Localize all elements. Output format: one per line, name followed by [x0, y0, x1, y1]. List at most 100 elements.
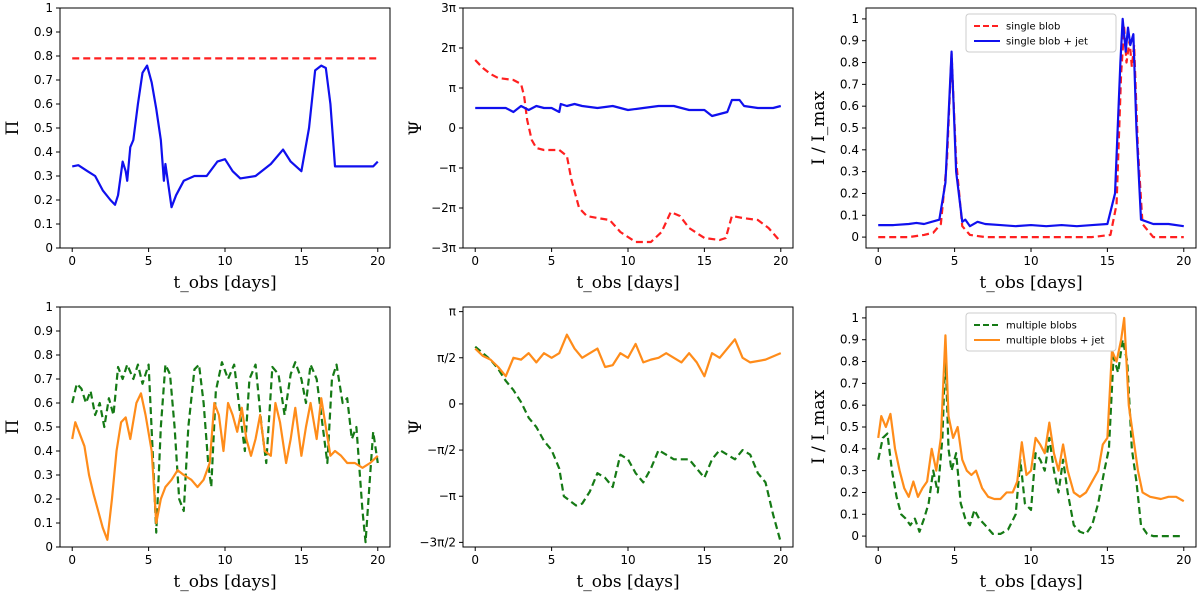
plot-frame — [462, 7, 794, 249]
legend-box — [965, 13, 1117, 53]
chart-p3: 0 5 10 15 20 0 0.1 0.2 0.3 0.4 0.5 0.6 0.7 0.8 0.9 1 t_o… — [809, 7, 1197, 293]
chart-p5: 0 5 10 15 20 −3π/2 −π −π/2 0 π/2 π t_obs [days] Ψ — [406, 305, 794, 592]
legend-label: single blob + jet — [1006, 37, 1088, 48]
series-line-single-blob — [474, 59, 782, 244]
y-tick-label: 0.3 — [840, 464, 859, 478]
chart-p4: 0 5 10 15 20 0 0.1 0.2 0.3 0.4 0.5 0.6 0.7 0.8 0.9 1 t_o… — [3, 300, 391, 592]
y-tick-label: 0.5 — [34, 420, 53, 434]
y-tick-label: 0 — [448, 397, 456, 411]
y-tick-label: 0 — [448, 121, 456, 135]
x-tick-label: 15 — [294, 254, 309, 268]
y-tick-label: 0.4 — [34, 145, 53, 159]
y-tick-label: 0.1 — [34, 516, 53, 530]
y-tick-label: 0.2 — [34, 492, 53, 506]
x-tick-label: 20 — [1176, 254, 1191, 268]
legend-label: single blob — [1006, 22, 1060, 33]
y-tick-label: 0.7 — [840, 376, 859, 390]
x-tick-label: 0 — [471, 254, 479, 268]
y-tick-label: 0.2 — [840, 186, 859, 200]
y-tick-label: 0.7 — [840, 77, 859, 91]
y-tick-label: 0.3 — [840, 165, 859, 179]
y-tick-label: 0.2 — [840, 485, 859, 499]
x-tick-label: 5 — [548, 254, 556, 268]
x-tick-label: 15 — [697, 254, 712, 268]
series-line-multiple-blobs-jet — [71, 392, 379, 541]
y-tick-label: 0.6 — [840, 99, 859, 113]
y-tick-label: 0.3 — [34, 169, 53, 183]
series-line-multiple-blobs — [877, 338, 1184, 538]
y-tick-label: 0.4 — [840, 442, 859, 456]
y-tick-label: 0.7 — [34, 372, 53, 386]
x-tick-label: 20 — [773, 553, 788, 567]
y-tick-label: 1 — [45, 300, 53, 314]
series-line-single-blob-jet — [475, 98, 782, 118]
legend-box — [965, 312, 1117, 352]
y-tick-label: −π — [439, 489, 456, 503]
plot-frame — [462, 306, 794, 548]
x-tick-label: 20 — [370, 553, 385, 567]
y-axis-label: I / I_max — [809, 389, 829, 464]
y-tick-label: 1 — [851, 12, 859, 26]
y-tick-label: π/2 — [437, 351, 456, 365]
y-tick-label: 0.8 — [840, 355, 859, 369]
y-axis-label: Ψ — [406, 419, 426, 434]
y-tick-label: 1 — [851, 311, 859, 325]
y-tick-label: 0.9 — [34, 324, 53, 338]
x-axis-label: t_obs [days] — [979, 572, 1082, 592]
series-line-multiple-blobs — [71, 361, 379, 544]
x-tick-label: 10 — [620, 254, 635, 268]
x-tick-label: 0 — [874, 553, 882, 567]
x-tick-label: 15 — [1100, 254, 1115, 268]
y-tick-label: 3π — [441, 1, 456, 15]
y-axis-label: Π — [3, 420, 23, 435]
y-tick-label: 0.5 — [34, 121, 53, 135]
x-axis-label: t_obs [days] — [173, 273, 276, 293]
x-tick-label: 5 — [145, 553, 153, 567]
y-tick-label: −π/2 — [427, 443, 456, 457]
y-tick-label: −3π/2 — [419, 535, 456, 549]
y-tick-label: 0.8 — [840, 56, 859, 70]
series-line-single-blob-jet — [878, 17, 1184, 228]
x-tick-label: 20 — [1176, 553, 1191, 567]
plot-frame — [59, 7, 391, 249]
x-tick-label: 20 — [773, 254, 788, 268]
y-tick-label: 0 — [851, 529, 859, 543]
y-tick-label: 1 — [45, 1, 53, 15]
y-tick-label: 0.1 — [34, 217, 53, 231]
y-axis-label: Ψ — [406, 120, 426, 135]
y-tick-label: 0 — [45, 241, 53, 255]
x-tick-label: 20 — [370, 254, 385, 268]
x-tick-label: 15 — [294, 553, 309, 567]
series-line-single-blob-jet — [72, 64, 379, 209]
series-line-single-blob — [878, 26, 1184, 239]
x-tick-label: 0 — [68, 553, 76, 567]
x-tick-label: 5 — [548, 553, 556, 567]
y-tick-label: 0.4 — [840, 143, 859, 157]
y-tick-label: 2π — [441, 41, 456, 55]
x-tick-label: 0 — [68, 254, 76, 268]
y-tick-label: 0.8 — [34, 49, 53, 63]
legend-label: multiple blobs + jet — [1006, 336, 1104, 347]
y-tick-label: 0.5 — [840, 121, 859, 135]
chart-p1: 0 5 10 15 20 0 0.1 0.2 0.3 0.4 0.5 0.6 0.7 0.8 0.9 1 t_o… — [3, 1, 391, 293]
x-axis-label: t_obs [days] — [576, 572, 679, 592]
y-tick-label: π — [449, 81, 456, 95]
y-tick-label: 0.3 — [34, 468, 53, 482]
y-tick-label: 0.6 — [34, 396, 53, 410]
x-tick-label: 0 — [471, 553, 479, 567]
y-tick-label: 0.5 — [840, 420, 859, 434]
x-tick-label: 5 — [951, 553, 959, 567]
chart-p6: 0 5 10 15 20 0 0.1 0.2 0.3 0.4 0.5 0.6 0.7 0.8 0.9 1 t_o… — [809, 306, 1197, 592]
x-tick-label: 10 — [217, 553, 232, 567]
y-tick-label: −3π — [431, 241, 456, 255]
y-axis-label: I / I_max — [809, 90, 829, 165]
series-line-multiple-blobs-jet — [474, 333, 782, 378]
x-tick-label: 5 — [951, 254, 959, 268]
y-tick-label: 0 — [45, 540, 53, 554]
y-tick-label: 0.1 — [840, 208, 859, 222]
y-tick-label: 0 — [851, 230, 859, 244]
x-tick-label: 10 — [217, 254, 232, 268]
y-tick-label: 0.9 — [840, 34, 859, 48]
y-tick-label: 0.1 — [840, 507, 859, 521]
legend: single blob single blob + jet — [965, 13, 1117, 53]
